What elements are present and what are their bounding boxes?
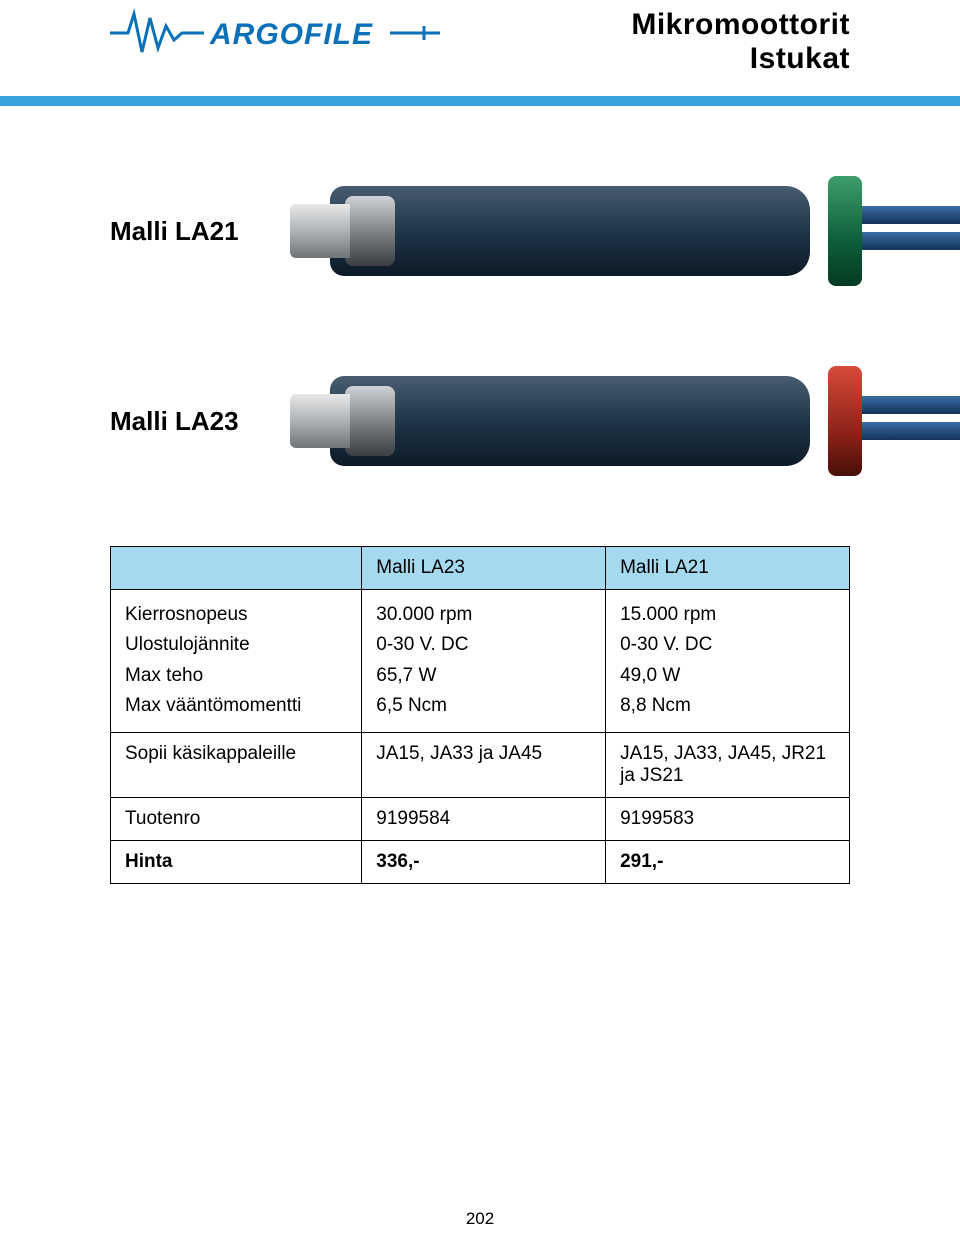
cable-icon (850, 396, 960, 414)
page-header: ARGOFILE Mikromoottorit Istukat (0, 0, 960, 76)
argofile-logo-icon: ARGOFILE (110, 8, 440, 58)
model-label-la21: Malli LA21 (110, 216, 290, 247)
cable-icon (850, 422, 960, 440)
table-cell: KierrosnopeusUlostulojänniteMax tehoMax … (111, 590, 362, 733)
brand-text: ARGOFILE (209, 18, 373, 51)
model-label-la23: Malli LA23 (110, 406, 290, 437)
header-title-line2: Istukat (631, 42, 850, 76)
model-row-la23: Malli LA23 (110, 356, 850, 486)
motor-ring-red-icon (828, 366, 862, 476)
table-cell: Hinta (111, 840, 362, 883)
table-cell: Sopii käsikappaleille (111, 732, 362, 797)
header-title-line1: Mikromoottorit (631, 8, 850, 42)
table-cell: JA15, JA33, JA45, JR21 ja JS21 (606, 732, 850, 797)
spec-table: Malli LA23 Malli LA21 KierrosnopeusUlost… (110, 546, 850, 884)
table-cell: 15.000 rpm0-30 V. DC49,0 W8,8 Ncm (606, 590, 850, 733)
head-col-la21: Malli LA21 (606, 547, 850, 590)
motor-collar-icon (345, 196, 395, 266)
table-row: Tuotenro91995849199583 (111, 797, 850, 840)
table-row: KierrosnopeusUlostulojänniteMax tehoMax … (111, 590, 850, 733)
model-row-la21: Malli LA21 (110, 166, 850, 296)
motor-neck-icon (290, 394, 350, 448)
table-row: Hinta336,-291,- (111, 840, 850, 883)
motor-image-la23 (290, 356, 850, 486)
page-number: 202 (0, 1209, 960, 1229)
head-blank (111, 547, 362, 590)
table-cell: JA15, JA33 ja JA45 (362, 732, 606, 797)
table-head-row: Malli LA23 Malli LA21 (111, 547, 850, 590)
header-divider (0, 96, 960, 106)
table-cell: 9199584 (362, 797, 606, 840)
table-cell: 9199583 (606, 797, 850, 840)
motor-neck-icon (290, 204, 350, 258)
spec-table-head: Malli LA23 Malli LA21 (111, 547, 850, 590)
main-content: Malli LA21 Malli LA23 Malli LA23 Malli L… (0, 166, 960, 884)
head-col-la23: Malli LA23 (362, 547, 606, 590)
motor-collar-icon (345, 386, 395, 456)
table-cell: 291,- (606, 840, 850, 883)
header-title-block: Mikromoottorit Istukat (631, 8, 850, 76)
motor-ring-green-icon (828, 176, 862, 286)
motor-body-icon (330, 186, 810, 276)
table-row: Sopii käsikappaleilleJA15, JA33 ja JA45J… (111, 732, 850, 797)
motor-body-icon (330, 376, 810, 466)
brand-logo: ARGOFILE (110, 8, 440, 58)
motor-image-la21 (290, 166, 850, 296)
spec-table-body: KierrosnopeusUlostulojänniteMax tehoMax … (111, 590, 850, 884)
table-cell: 30.000 rpm0-30 V. DC65,7 W6,5 Ncm (362, 590, 606, 733)
table-cell: 336,- (362, 840, 606, 883)
table-cell: Tuotenro (111, 797, 362, 840)
cable-icon (850, 206, 960, 224)
cable-icon (850, 232, 960, 250)
